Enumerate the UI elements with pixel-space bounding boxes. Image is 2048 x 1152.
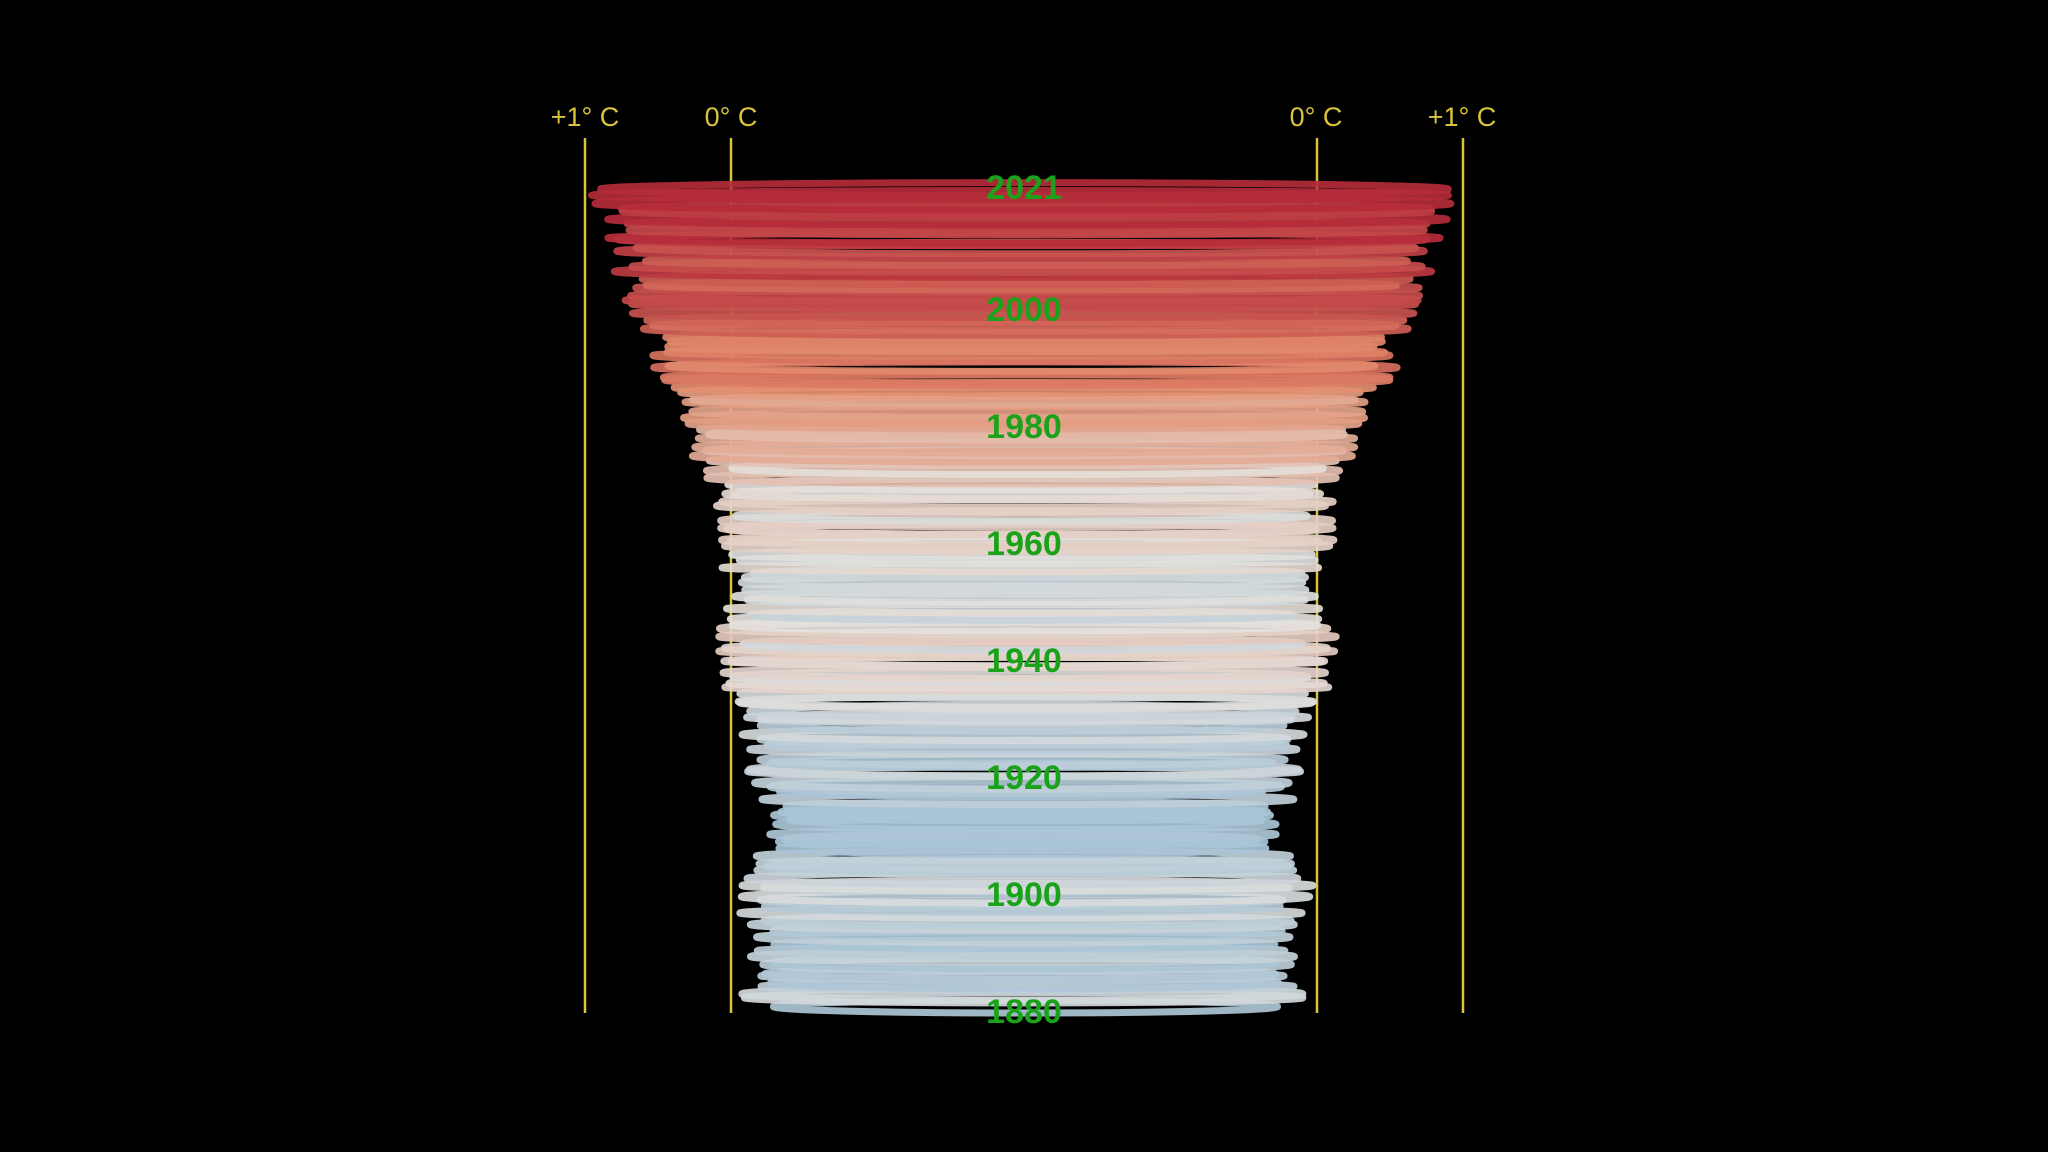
year-label-2000: 2000	[986, 291, 1062, 329]
year-label-2021: 2021	[986, 169, 1062, 207]
axis-label-left-plus-one: +1° C	[551, 102, 620, 132]
ring-1982	[680, 408, 1368, 428]
year-label-1880: 1880	[986, 993, 1062, 1031]
year-label-1900: 1900	[986, 876, 1062, 914]
ring-1901	[738, 876, 1317, 895]
axis-label-right-zero: 0° C	[1290, 102, 1343, 132]
year-label-1960: 1960	[986, 525, 1062, 563]
ring-2008	[628, 257, 1426, 276]
ring-2021	[597, 179, 1452, 200]
year-label-1920: 1920	[986, 759, 1062, 797]
year-label-1980: 1980	[986, 408, 1062, 446]
axis-label-right-plus-one: +1° C	[1428, 102, 1497, 132]
temperature-rings	[588, 179, 1455, 1017]
year-label-1940: 1940	[986, 642, 1062, 680]
ring-2020	[588, 187, 1453, 204]
ring-1930	[743, 709, 1312, 726]
axis-label-left-zero: 0° C	[705, 102, 758, 132]
